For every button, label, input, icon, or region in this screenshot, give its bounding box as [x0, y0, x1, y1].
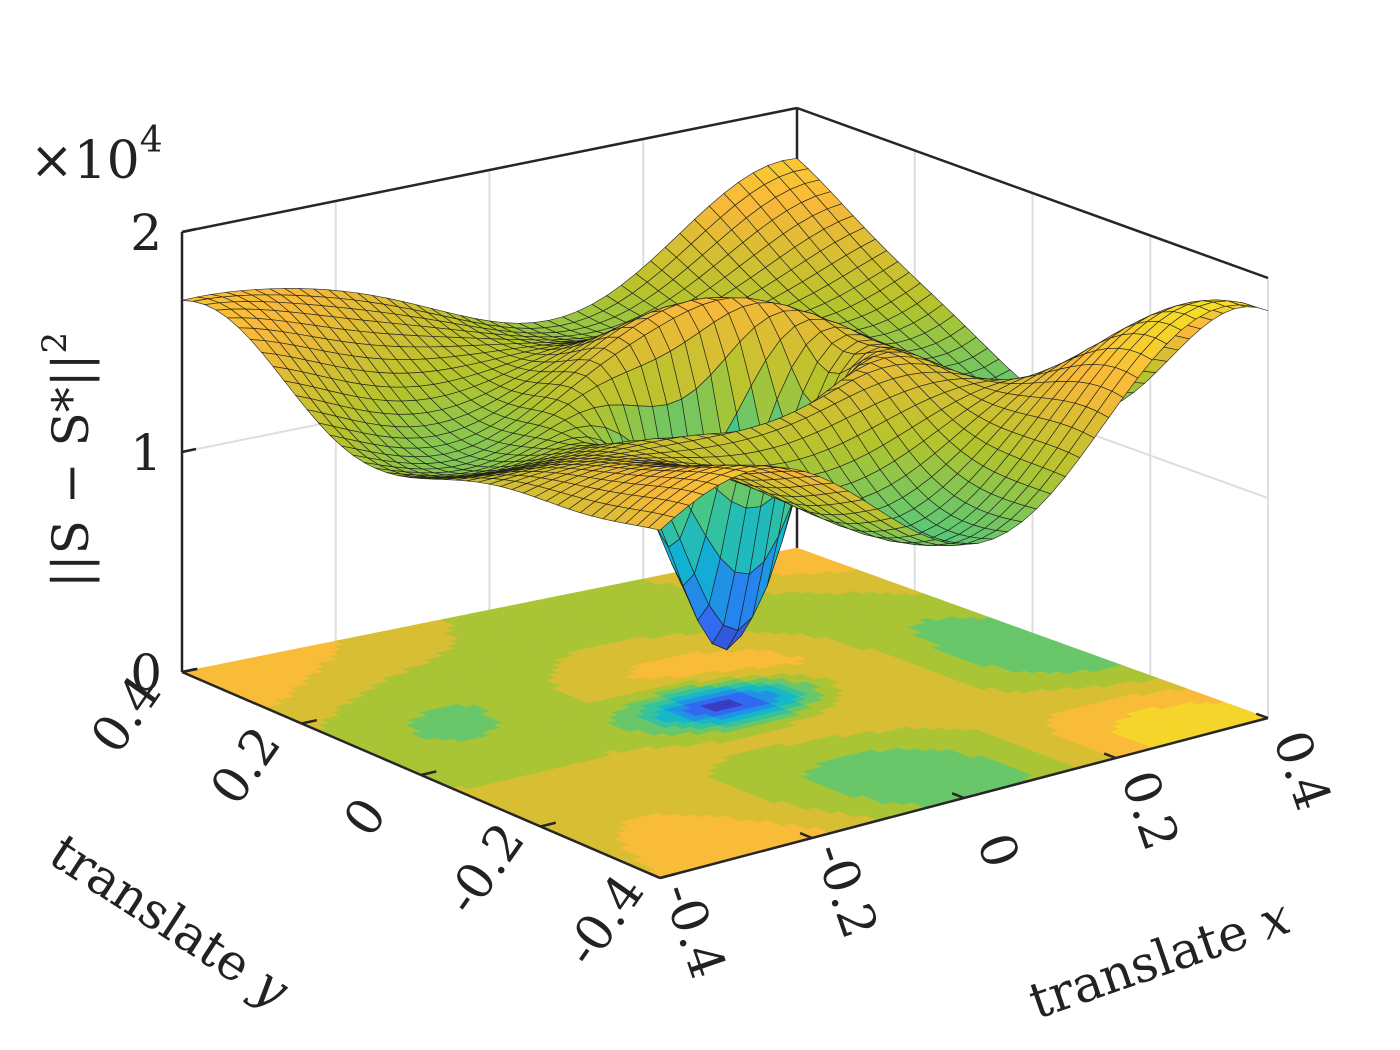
- axes-box-edge: [181, 106, 798, 234]
- axes-box-edge: [796, 106, 1269, 280]
- contour-floor: [180, 547, 1270, 879]
